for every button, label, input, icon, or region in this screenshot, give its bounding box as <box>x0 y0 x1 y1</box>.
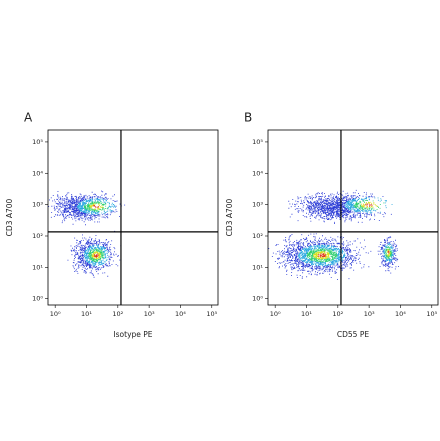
x-tick-label: 10⁰ <box>50 310 61 318</box>
event-density <box>384 246 393 259</box>
y-axis-label: CD3 A700 <box>5 198 14 236</box>
plot-frame <box>267 129 439 306</box>
event-density <box>353 199 385 211</box>
event-density <box>377 236 399 274</box>
event-density <box>344 196 393 214</box>
y-tick-label: 10² <box>252 232 263 240</box>
x-axis-label: CD55 PE <box>337 330 369 339</box>
x-tick-label: 10⁴ <box>175 310 186 318</box>
event-density <box>364 203 373 207</box>
event-density <box>93 253 99 258</box>
x-tick-label: 10⁵ <box>206 310 217 318</box>
panel-label: A <box>24 111 33 125</box>
y-tick-label: 10⁵ <box>252 138 263 146</box>
y-tick-label: 10⁴ <box>252 169 263 177</box>
x-tick-label: 10³ <box>364 310 375 318</box>
event-density <box>89 203 104 210</box>
x-tick-label: 10¹ <box>301 310 312 318</box>
x-tick-label: 10² <box>332 310 343 318</box>
y-tick-label: 10¹ <box>32 263 43 271</box>
y-axis-label: CD3 A700 <box>225 198 234 236</box>
event-density <box>387 250 390 254</box>
x-tick-label: 10³ <box>144 310 155 318</box>
event-density <box>76 198 116 215</box>
event-density <box>91 251 101 260</box>
plot-frame <box>47 129 219 306</box>
y-tick-label: 10¹ <box>252 263 263 271</box>
event-density <box>306 248 338 263</box>
event-density <box>88 248 105 263</box>
y-tick-label: 10⁵ <box>32 138 43 146</box>
x-tick-label: 10² <box>112 310 123 318</box>
event-density <box>83 201 109 212</box>
event-density <box>386 249 391 257</box>
y-tick-label: 10⁴ <box>32 169 43 177</box>
x-tick-label: 10⁵ <box>426 310 437 318</box>
event-density <box>317 253 327 258</box>
event-density <box>313 251 330 260</box>
y-tick-label: 10⁰ <box>32 295 43 303</box>
y-tick-label: 10⁰ <box>252 295 263 303</box>
y-tick-label: 10² <box>32 232 43 240</box>
y-tick-label: 10³ <box>252 201 263 209</box>
event-density <box>92 204 100 209</box>
y-tick-label: 10³ <box>32 201 43 209</box>
event-density <box>83 244 109 267</box>
x-tick-label: 10¹ <box>81 310 92 318</box>
x-tick-label: 10⁴ <box>395 310 406 318</box>
panel-label: B <box>244 111 252 125</box>
event-density <box>48 190 126 226</box>
event-density <box>361 201 378 209</box>
x-tick-label: 10⁰ <box>270 310 281 318</box>
event-density <box>297 244 346 267</box>
event-density <box>288 189 392 224</box>
event-density <box>67 230 122 278</box>
event-density <box>268 233 372 280</box>
x-axis-label: Isotype PE <box>113 330 152 339</box>
event-density <box>383 243 394 263</box>
